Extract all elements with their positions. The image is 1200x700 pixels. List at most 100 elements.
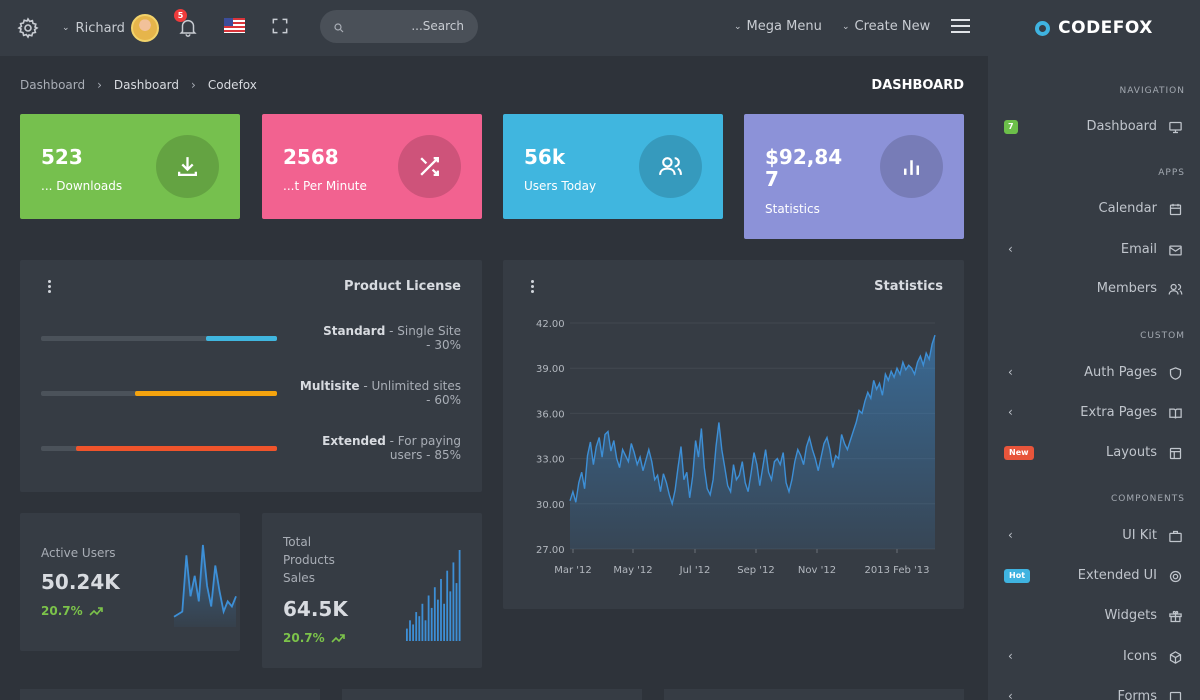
stat-card-users-today: 56k Users Today	[503, 114, 723, 219]
sidebar-item-label: Icons	[1123, 649, 1157, 664]
stat-card-statistics: $92,84 7 Statistics	[744, 114, 964, 239]
user-menu[interactable]: ⌄ Richard	[62, 13, 159, 43]
series-line	[569, 334, 936, 507]
create-new-label: Create New	[854, 19, 931, 34]
breadcrumb-item[interactable]: Dashboard	[20, 78, 86, 92]
brand-name: CODEFOX	[1058, 18, 1153, 38]
chevron-down-icon: ⌄	[734, 21, 742, 32]
brand-logo[interactable]: CODEFOX	[988, 0, 1200, 56]
sidebar-item-label: Calendar	[1098, 201, 1157, 216]
sidebar-item-label: UI Kit	[1122, 528, 1157, 543]
progress-fill	[76, 446, 277, 451]
sales-bar	[458, 550, 461, 641]
x-tick-label: Sep '12	[737, 565, 775, 576]
sidebar-item-label: Auth Pages	[1084, 365, 1157, 380]
sales-bar	[437, 599, 439, 641]
layout-icon	[1168, 446, 1183, 461]
stat-value: 56k	[524, 145, 566, 169]
chevron-down-icon: ⌄	[62, 23, 70, 33]
trend-up-icon	[89, 607, 103, 616]
sidebar-item-extra-pages[interactable]: ‹ Extra Pages	[988, 401, 1200, 425]
sidebar-item-email[interactable]: ‹ Email	[988, 238, 1200, 262]
license-name: Extended	[322, 434, 386, 448]
y-tick-label: 33.00	[536, 455, 565, 466]
stat-card-downloads: 523 ... Downloads	[20, 114, 240, 219]
sidebar-item-icons[interactable]: ‹ Icons	[988, 645, 1200, 669]
notification-badge: 5	[174, 9, 187, 22]
bottom-card	[664, 689, 964, 700]
sidebar-item-forms[interactable]: ‹ Forms	[988, 685, 1200, 700]
sidebar-item-widgets[interactable]: Widgets	[988, 604, 1200, 628]
progress-bar	[41, 391, 277, 396]
sales-bar	[449, 591, 452, 641]
stat-label: ... Downloads	[41, 179, 123, 193]
sidebar-item-auth-pages[interactable]: ‹ Auth Pages	[988, 361, 1200, 385]
y-tick-label: 36.00	[536, 409, 565, 420]
chevron-left-icon: ‹	[1008, 405, 1013, 419]
form-icon	[1168, 690, 1183, 700]
more-options-icon[interactable]	[48, 280, 52, 295]
sales-bar	[446, 570, 449, 641]
progress-bar	[41, 446, 277, 451]
chevron-left-icon: ‹	[1008, 528, 1013, 542]
sales-bar	[415, 612, 418, 641]
panel-title: Statistics	[874, 279, 943, 294]
fullscreen-icon[interactable]	[270, 16, 294, 40]
progress-fill	[135, 391, 277, 396]
active-users-sparkline	[173, 544, 237, 627]
create-new-button[interactable]: ⌄ Create New	[842, 19, 930, 34]
users-icon	[1168, 282, 1183, 297]
card-label: Active Users	[41, 546, 116, 560]
y-tick-label: 30.00	[536, 500, 565, 511]
shield-icon	[1168, 366, 1183, 381]
sales-bar	[430, 607, 433, 641]
mega-menu-button[interactable]: ⌄ Mega Menu	[734, 19, 822, 34]
sidebar-item-layouts[interactable]: New Layouts	[988, 441, 1200, 465]
card-label-line: Total	[283, 535, 312, 549]
license-pct: - 85%	[426, 448, 461, 462]
sales-bar	[424, 620, 427, 641]
gear-icon[interactable]	[16, 16, 40, 40]
stat-label: ...t Per Minute	[283, 179, 367, 193]
search-input[interactable]	[352, 16, 464, 36]
mega-menu-label: Mega Menu	[746, 19, 822, 34]
section-components: COMPONENTS	[1110, 494, 1185, 504]
hamburger-menu-icon[interactable]	[951, 19, 970, 34]
sidebar-item-extended-ui[interactable]: Hot Extended UI	[988, 564, 1200, 588]
sidebar-item-members[interactable]: Members	[988, 277, 1200, 301]
sales-bar	[406, 628, 408, 641]
sidebar: CODEFOX NAVIGATION 7 Dashboard APPS Cale…	[988, 0, 1200, 700]
chevron-left-icon: ‹	[1008, 365, 1013, 379]
stat-value: $92,84 7	[765, 146, 842, 190]
sales-bar	[455, 583, 458, 641]
sidebar-item-dashboard[interactable]: 7 Dashboard	[988, 115, 1200, 139]
progress-fill	[206, 336, 277, 341]
sidebar-item-label: Email	[1120, 242, 1157, 257]
progress-bar	[41, 336, 277, 341]
breadcrumb-item[interactable]: Dashboard	[113, 78, 180, 92]
bell-icon[interactable]	[177, 16, 201, 40]
stat-value-line: $92,84	[765, 145, 843, 169]
sidebar-item-calendar[interactable]: Calendar	[988, 197, 1200, 221]
x-tick-label: May '12	[613, 565, 652, 576]
chevron-left-icon: ‹	[1008, 689, 1013, 700]
total-sales-card: Total Products Sales 64.5K 20.7%	[262, 513, 482, 668]
license-name: Standard	[323, 324, 386, 338]
sales-bar	[433, 587, 436, 641]
license-pct: - 60%	[426, 393, 461, 407]
sidebar-item-ui-kit[interactable]: ‹ UI Kit	[988, 524, 1200, 548]
more-options-icon[interactable]	[531, 280, 535, 295]
us-flag-icon[interactable]	[224, 18, 245, 33]
briefcase-icon	[1168, 529, 1183, 544]
sparkline-line	[173, 544, 237, 618]
license-desc: - Unlimited sites	[363, 379, 461, 393]
sales-bar	[421, 603, 424, 641]
card-change: 20.7%	[283, 631, 345, 645]
calendar-icon	[1168, 202, 1183, 217]
card-label: Total Products Sales	[283, 533, 335, 587]
hot-badge: Hot	[1004, 569, 1031, 583]
monitor-icon	[1168, 120, 1183, 135]
license-name: Multisite	[299, 379, 360, 393]
bottom-card	[342, 689, 642, 700]
breadcrumb-current: Codefox	[207, 78, 257, 92]
